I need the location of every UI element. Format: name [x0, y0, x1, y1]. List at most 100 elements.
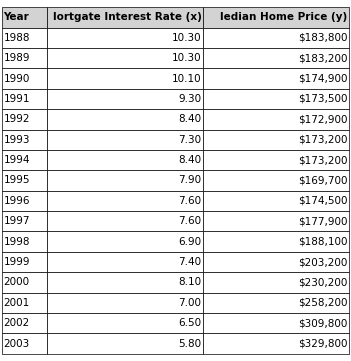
Text: $174,500: $174,500 [298, 196, 347, 206]
Bar [203, 89, 349, 109]
Bar [203, 231, 349, 252]
Text: $188,100: $188,100 [298, 237, 347, 247]
Bar [47, 48, 203, 68]
Text: 1998: 1998 [4, 237, 30, 247]
Text: $258,200: $258,200 [298, 298, 347, 308]
Bar [2, 150, 47, 170]
Bar [47, 27, 203, 48]
Text: 1996: 1996 [4, 196, 30, 206]
Text: $169,700: $169,700 [298, 175, 347, 186]
Text: 7.60: 7.60 [178, 196, 201, 206]
Text: 6.90: 6.90 [178, 237, 201, 247]
Bar [2, 293, 47, 313]
Bar [203, 191, 349, 211]
Bar [47, 272, 203, 293]
Bar [47, 211, 203, 231]
Text: 1989: 1989 [4, 53, 30, 63]
Bar [2, 89, 47, 109]
Text: $177,900: $177,900 [298, 216, 347, 226]
Bar [2, 231, 47, 252]
Text: $183,200: $183,200 [298, 53, 347, 63]
Bar [47, 7, 203, 27]
Text: $172,900: $172,900 [298, 114, 347, 124]
Bar [47, 293, 203, 313]
Bar [47, 252, 203, 272]
Bar [2, 272, 47, 293]
Text: $183,800: $183,800 [298, 33, 347, 43]
Bar [203, 211, 349, 231]
Bar [203, 130, 349, 150]
Text: 7.90: 7.90 [178, 175, 201, 186]
Text: 2001: 2001 [4, 298, 30, 308]
Text: lortgate Interest Rate (x): lortgate Interest Rate (x) [53, 12, 201, 22]
Bar [2, 313, 47, 334]
Text: 1988: 1988 [4, 33, 30, 43]
Text: 2002: 2002 [4, 318, 30, 328]
Text: 5.80: 5.80 [178, 339, 201, 349]
Bar [2, 48, 47, 68]
Bar [203, 272, 349, 293]
Text: 7.40: 7.40 [178, 257, 201, 267]
Text: 7.00: 7.00 [179, 298, 201, 308]
Text: 10.10: 10.10 [172, 74, 201, 83]
Bar [203, 252, 349, 272]
Bar [47, 191, 203, 211]
Bar [203, 334, 349, 354]
Bar [2, 334, 47, 354]
Text: 1991: 1991 [4, 94, 30, 104]
Text: $173,500: $173,500 [298, 94, 347, 104]
Text: 7.30: 7.30 [178, 135, 201, 145]
Bar [47, 89, 203, 109]
Bar [203, 293, 349, 313]
Bar [203, 170, 349, 191]
Bar [2, 191, 47, 211]
Text: $309,800: $309,800 [298, 318, 347, 328]
Bar [47, 109, 203, 130]
Bar [2, 130, 47, 150]
Text: 10.30: 10.30 [172, 33, 201, 43]
Bar [203, 68, 349, 89]
Text: Year: Year [4, 12, 29, 22]
Bar [2, 7, 47, 27]
Text: 1992: 1992 [4, 114, 30, 124]
Text: $173,200: $173,200 [298, 135, 347, 145]
Text: ledian Home Price (y): ledian Home Price (y) [220, 12, 347, 22]
Text: 7.60: 7.60 [178, 216, 201, 226]
Text: 2000: 2000 [4, 278, 29, 287]
Bar [2, 170, 47, 191]
Text: 9.30: 9.30 [178, 94, 201, 104]
Bar [47, 231, 203, 252]
Bar [47, 313, 203, 334]
Text: 8.40: 8.40 [178, 114, 201, 124]
Text: 1997: 1997 [4, 216, 30, 226]
Text: $174,900: $174,900 [298, 74, 347, 83]
Bar [203, 150, 349, 170]
Bar [47, 170, 203, 191]
Bar [203, 27, 349, 48]
Text: 1995: 1995 [4, 175, 30, 186]
Text: 6.50: 6.50 [178, 318, 201, 328]
Bar [2, 109, 47, 130]
Text: $329,800: $329,800 [298, 339, 347, 349]
Bar [203, 109, 349, 130]
Text: 1990: 1990 [4, 74, 30, 83]
Text: 10.30: 10.30 [172, 53, 201, 63]
Bar [47, 130, 203, 150]
Bar [2, 68, 47, 89]
Bar [2, 27, 47, 48]
Text: $230,200: $230,200 [298, 278, 347, 287]
Bar [2, 211, 47, 231]
Bar [203, 313, 349, 334]
Bar [2, 252, 47, 272]
Text: 8.10: 8.10 [178, 278, 201, 287]
Text: 8.40: 8.40 [178, 155, 201, 165]
Bar [47, 68, 203, 89]
Text: $173,200: $173,200 [298, 155, 347, 165]
Text: 1999: 1999 [4, 257, 30, 267]
Bar [203, 48, 349, 68]
Bar [203, 7, 349, 27]
Text: 1993: 1993 [4, 135, 30, 145]
Bar [47, 150, 203, 170]
Text: 1994: 1994 [4, 155, 30, 165]
Bar [47, 334, 203, 354]
